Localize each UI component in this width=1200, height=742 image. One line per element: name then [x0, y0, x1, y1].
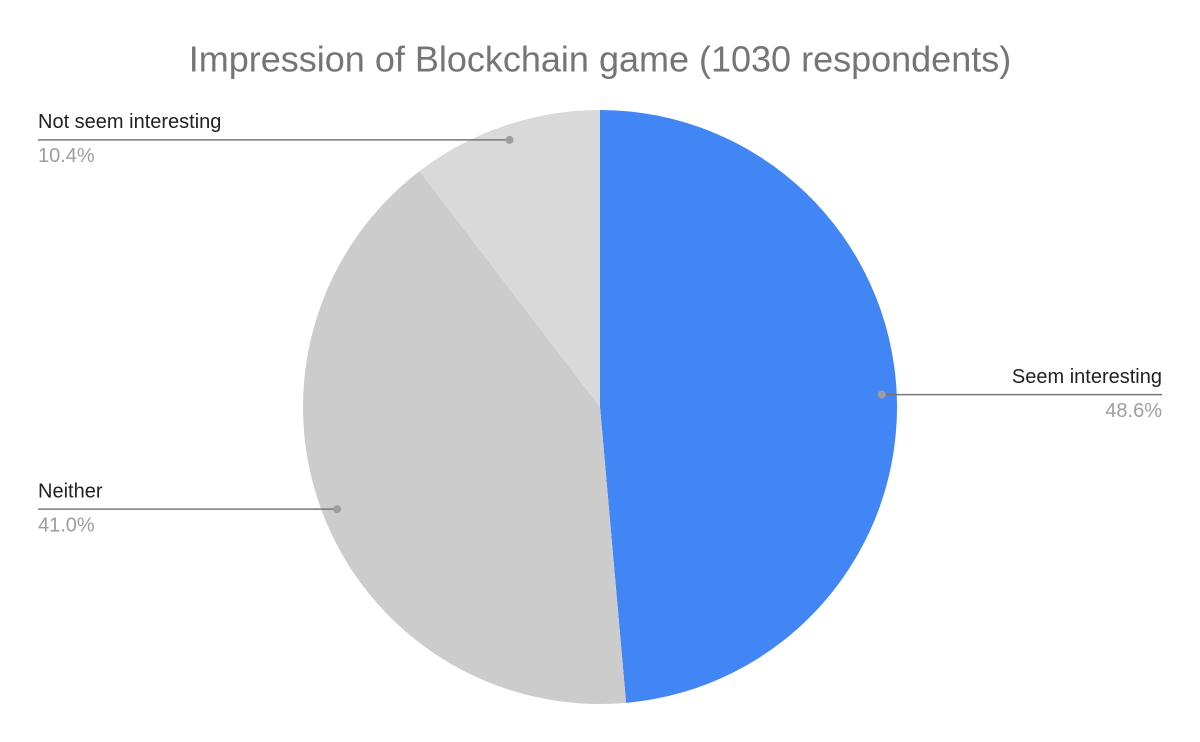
- slice-value-label: 10.4%: [38, 145, 95, 167]
- pie-slice: [600, 110, 898, 703]
- pie-slice: [303, 171, 627, 705]
- chart-title: Impression of Blockchain game (1030 resp…: [189, 39, 1011, 80]
- pie-slice: [419, 110, 600, 407]
- leader-dot: [505, 135, 514, 144]
- slice-label: Not seem interesting: [38, 111, 221, 133]
- slice-label: Seem interesting: [1012, 366, 1162, 388]
- slice-value-label: 41.0%: [38, 514, 95, 536]
- slice-value-label: 48.6%: [1105, 400, 1162, 422]
- leader-dot: [333, 505, 342, 514]
- slice-label: Neither: [38, 480, 103, 502]
- leader-dot: [877, 390, 886, 399]
